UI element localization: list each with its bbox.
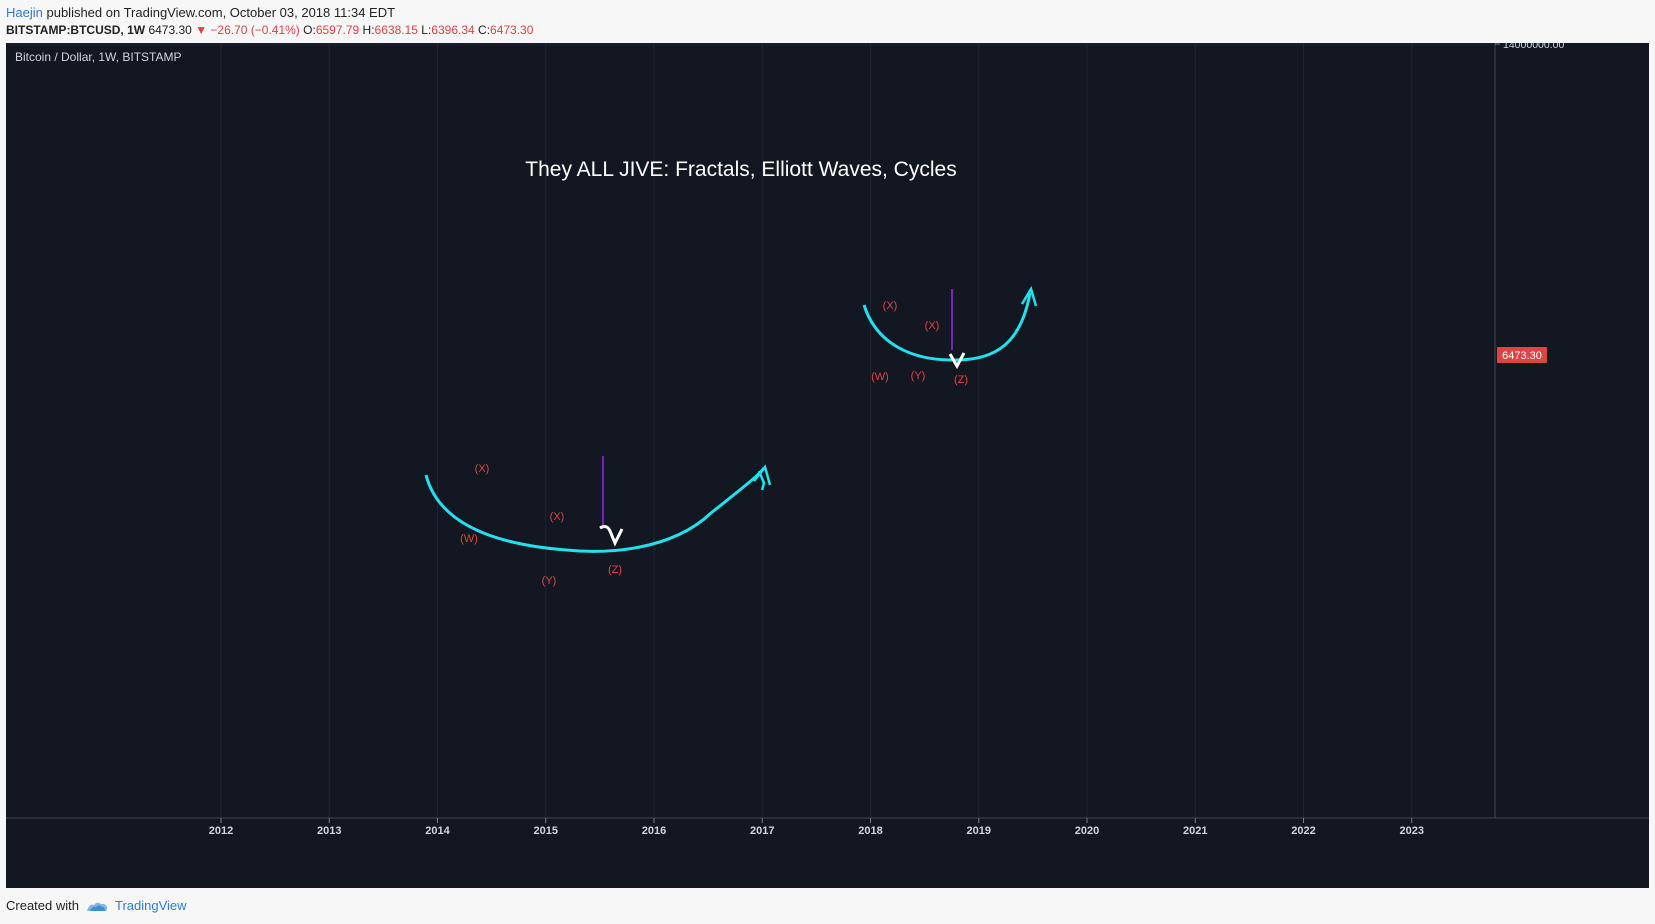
elliott-wave-label: (X) bbox=[475, 463, 490, 475]
time-axis[interactable]: 2012 2013 2014 2015 2016 2017 2018 2019 2020 2021… bbox=[209, 818, 1424, 837]
time-axis-label: 2018 bbox=[858, 825, 882, 837]
time-axis-label: 2022 bbox=[1291, 825, 1315, 837]
open-label: O: bbox=[303, 23, 316, 37]
time-axis-label: 2015 bbox=[534, 825, 558, 837]
symbol-ohlc-line: BITSTAMP:BTCUSD, 1W 6473.30 ▼ −26.70 (−0… bbox=[6, 22, 533, 39]
symbol-name: BITSTAMP:BTCUSD, 1W bbox=[6, 23, 146, 37]
elliott-wave-label: (X) bbox=[550, 511, 565, 523]
elliott-wave-label: (Y) bbox=[911, 370, 926, 382]
last-price: 6473.30 bbox=[148, 23, 192, 37]
time-axis-label: 2023 bbox=[1400, 825, 1424, 837]
time-axis-label: 2016 bbox=[642, 825, 666, 837]
time-axis-label: 2019 bbox=[967, 825, 991, 837]
time-axis-label: 2012 bbox=[209, 825, 233, 837]
low-label: L: bbox=[421, 23, 432, 37]
cup-arc-2014 bbox=[424, 467, 766, 553]
close-label: C: bbox=[478, 23, 491, 37]
chart-area[interactable]: 14000000.00850000.00530000.00330000.0019… bbox=[6, 0, 1649, 888]
high-value: 6638.15 bbox=[374, 23, 418, 37]
price-change: ▼ −26.70 (−0.41%) bbox=[195, 23, 300, 37]
cup-arrow-2014 bbox=[753, 464, 772, 486]
low-value: 6396.34 bbox=[431, 23, 475, 37]
time-axis-label: 2017 bbox=[750, 825, 774, 837]
cup-arc-2014-tail bbox=[757, 470, 766, 491]
elliott-wave-label: (W) bbox=[871, 371, 889, 383]
last-price-tag-bg bbox=[1497, 347, 1547, 363]
pane-legend: Bitcoin / Dollar, 1W, BITSTAMP bbox=[15, 50, 182, 64]
tradingview-logo-icon bbox=[86, 902, 107, 911]
time-axis-label: 2014 bbox=[425, 825, 450, 837]
price-axis[interactable]: 14000000.00850000.00530000.00330000.0019… bbox=[1495, 0, 1564, 51]
last-price-tag-text: 6473.30 bbox=[1502, 350, 1542, 362]
time-axis-label: 2021 bbox=[1183, 825, 1207, 837]
publish-header: Haejin published on TradingView.com, Oct… bbox=[6, 4, 395, 22]
publish-info: published on TradingView.com, October 03… bbox=[46, 5, 396, 20]
author-link[interactable]: Haejin bbox=[6, 5, 43, 20]
time-axis-label: 2020 bbox=[1075, 825, 1099, 837]
elliott-wave-label: (W) bbox=[460, 533, 478, 545]
price-axis-label: 14000000.00 bbox=[1503, 43, 1564, 51]
tradingview-brand-link[interactable]: TradingView bbox=[114, 898, 187, 913]
chart-title: They ALL JIVE: Fractals, Elliott Waves, … bbox=[525, 158, 956, 181]
cup-arrow-2018 bbox=[1020, 285, 1038, 307]
chart-background bbox=[6, 43, 1649, 888]
elliott-wave-label: (X) bbox=[883, 300, 898, 312]
close-value: 6473.30 bbox=[490, 23, 534, 37]
time-axis-label: 2013 bbox=[317, 825, 341, 837]
cup-arc-2018 bbox=[862, 292, 1032, 362]
high-label: H: bbox=[362, 23, 375, 37]
price-chart[interactable]: 14000000.00850000.00530000.00330000.0019… bbox=[6, 0, 1649, 888]
elliott-wave-label: (Z) bbox=[954, 374, 968, 386]
elliott-wave-label: (X) bbox=[925, 320, 940, 332]
footer: Created with TradingView bbox=[6, 897, 187, 915]
wave-labels: (W) (X) (Y) (X) (Z) (W) (X) (Y) (X) (Z) bbox=[460, 300, 968, 587]
open-value: 6597.79 bbox=[315, 23, 360, 37]
last-price-tag: 6473.30 bbox=[1497, 347, 1547, 363]
check-mark-2018 bbox=[948, 352, 966, 370]
created-with-label: Created with bbox=[6, 898, 79, 913]
check-mark-2015 bbox=[599, 525, 624, 547]
elliott-wave-label: (Z) bbox=[608, 564, 622, 576]
elliott-wave-label: (Y) bbox=[542, 575, 557, 587]
